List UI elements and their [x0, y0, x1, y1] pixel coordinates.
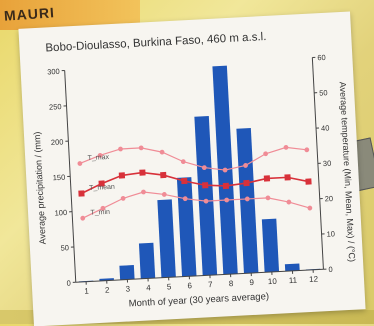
x-tick-label: 3	[125, 284, 130, 293]
series-label-mean: T_mean	[89, 184, 115, 192]
t-mean-point	[202, 182, 208, 188]
chart-title: Bobo-Dioulasso, Burkina Faso, 460 m a.s.…	[45, 31, 266, 55]
precipitation-bar	[194, 116, 217, 276]
y-left-tick-label: 300	[47, 67, 60, 77]
y-left-tick-label: 100	[54, 208, 67, 218]
t-min-point	[265, 195, 270, 200]
y-left-tick-label: 50	[60, 243, 69, 252]
t-mean-point	[160, 172, 166, 178]
t-mean-point	[181, 178, 187, 184]
x-tick-label: 11	[289, 276, 298, 285]
precipitation-bar	[139, 243, 155, 279]
t-min-point	[80, 216, 85, 221]
t-min-line	[82, 183, 310, 220]
y-right-tick-label: 0	[328, 265, 333, 274]
precipitation-bar	[119, 265, 134, 280]
series-label-min: T_min	[90, 209, 110, 217]
t-max-point	[304, 147, 309, 152]
precipitation-bar	[157, 199, 176, 277]
precipitation-bars	[68, 61, 320, 282]
y-right-axis-label: Average temperature (Min, Mean, Max) / (…	[338, 81, 357, 262]
t-mean-point	[264, 175, 270, 181]
t-mean-point	[78, 190, 84, 196]
t-min-point	[286, 200, 291, 205]
y-right-tick-label: 20	[325, 194, 334, 203]
x-tick-label: 12	[309, 275, 319, 284]
climate-chart: Bobo-Dioulasso, Burkina Faso, 460 m a.s.…	[18, 12, 365, 326]
climate-chart-card: Bobo-Dioulasso, Burkina Faso, 460 m a.s.…	[18, 12, 365, 326]
y-right-tick-label: 60	[317, 53, 326, 62]
t-min-point	[141, 189, 146, 194]
x-tick-label: 9	[249, 278, 254, 287]
t-mean-point	[305, 178, 311, 184]
y-right-tick-label: 50	[319, 88, 328, 97]
x-axis-line	[76, 269, 324, 282]
x-tick-label: 4	[146, 283, 151, 292]
t-mean-point	[139, 169, 145, 175]
precipitation-bar	[285, 263, 300, 271]
y-left-axis-label: Average precipitation / (mm)	[32, 131, 48, 244]
y-right-tick-label: 10	[326, 229, 335, 238]
y-right-tick-label: 30	[323, 159, 332, 168]
t-min-point	[121, 196, 126, 201]
t-mean-point	[119, 172, 125, 178]
x-tick-label: 5	[167, 282, 172, 291]
t-min-point	[162, 192, 167, 197]
x-tick-label: 2	[105, 285, 110, 294]
x-tick-label: 1	[84, 287, 89, 296]
t-max-line	[79, 139, 307, 177]
t-max-point	[283, 145, 288, 150]
y-left-tick-label: 150	[53, 173, 66, 183]
x-tick-label: 10	[268, 277, 278, 286]
t-max-point	[160, 150, 165, 155]
y-left-tick-label: 250	[49, 102, 62, 112]
t-max-point	[118, 146, 123, 151]
x-tick-label: 7	[208, 280, 213, 289]
t-max-point	[181, 159, 186, 164]
precipitation-bar	[262, 219, 279, 273]
y-left-tick-label: 0	[66, 279, 71, 288]
t-max-point	[77, 161, 82, 166]
t-mean-point	[223, 183, 229, 189]
temperature-lines: T_max T_mean T_min	[76, 137, 313, 223]
y-right-tick-label: 40	[321, 123, 330, 132]
y-left-tick-label: 200	[51, 137, 64, 147]
precipitation-bar	[177, 177, 197, 277]
x-tick-label: 6	[187, 281, 192, 290]
t-mean-point	[243, 180, 249, 186]
x-axis-label: Month of year (30 years average)	[128, 291, 269, 309]
series-label-max: T_max	[87, 154, 109, 162]
x-tick-label: 8	[229, 279, 234, 288]
t-max-point	[263, 151, 268, 156]
t-min-point	[307, 206, 312, 211]
t-max-point	[139, 145, 144, 150]
t-mean-point	[284, 174, 290, 180]
